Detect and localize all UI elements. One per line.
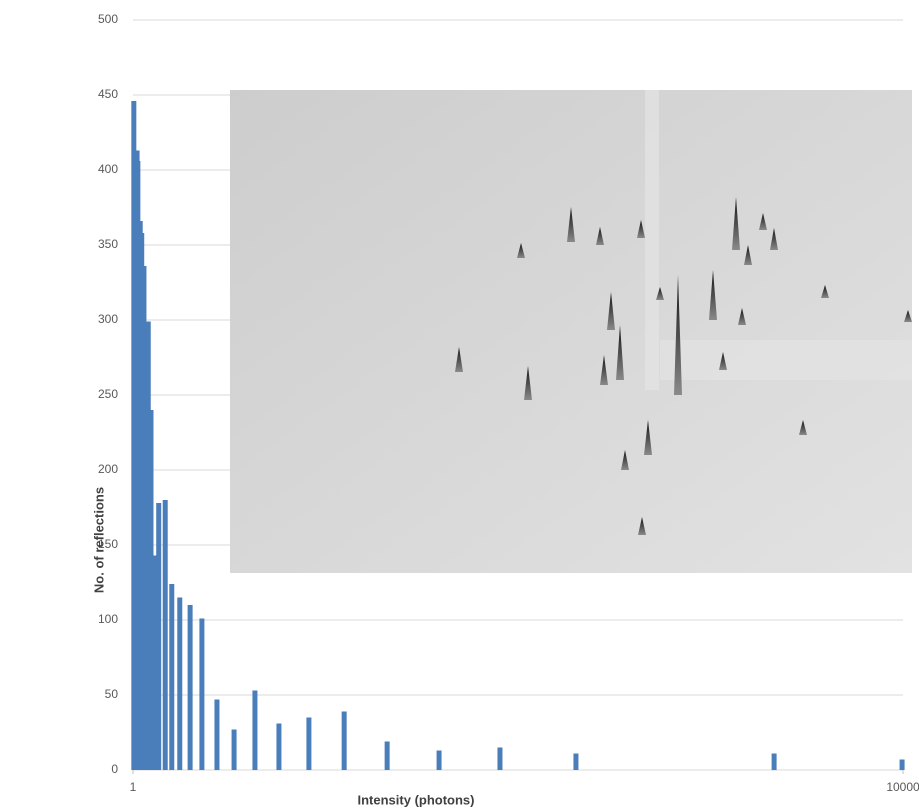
bar (772, 754, 777, 771)
chart: Intensity (photons) No. of reflections 0… (0, 0, 919, 809)
bar (169, 584, 174, 770)
y-tick-label: 100 (98, 612, 118, 626)
bar (163, 500, 168, 770)
bar (342, 712, 347, 771)
bar (188, 605, 193, 770)
inset-streak (660, 340, 912, 380)
y-tick-label: 350 (98, 237, 118, 251)
bar (437, 751, 442, 771)
bar (306, 718, 311, 771)
y-tick-label: 300 (98, 312, 118, 326)
y-tick-label: 250 (98, 387, 118, 401)
bar (276, 724, 281, 771)
bar (252, 691, 257, 771)
bar (177, 598, 182, 771)
bar (900, 760, 905, 771)
y-tick-label: 0 (111, 762, 118, 776)
y-tick-label: 200 (98, 462, 118, 476)
inset-background (230, 90, 912, 573)
bar (385, 742, 390, 771)
y-tick-label: 500 (98, 12, 118, 26)
y-tick-label: 50 (105, 687, 119, 701)
bar (497, 748, 502, 771)
bar (156, 503, 161, 770)
x-tick-label: 10000 (886, 780, 919, 794)
x-axis-title: Intensity (photons) (358, 792, 475, 807)
x-tick-label: 1 (130, 780, 137, 794)
bar (141, 266, 146, 770)
bar (232, 730, 237, 771)
bar (573, 754, 578, 771)
inset-streak (645, 90, 659, 390)
y-tick-label: 150 (98, 537, 118, 551)
y-tick-label: 400 (98, 162, 118, 176)
bar (199, 619, 204, 771)
bar (214, 700, 219, 771)
y-tick-label: 450 (98, 87, 118, 101)
inset-image (230, 90, 912, 573)
